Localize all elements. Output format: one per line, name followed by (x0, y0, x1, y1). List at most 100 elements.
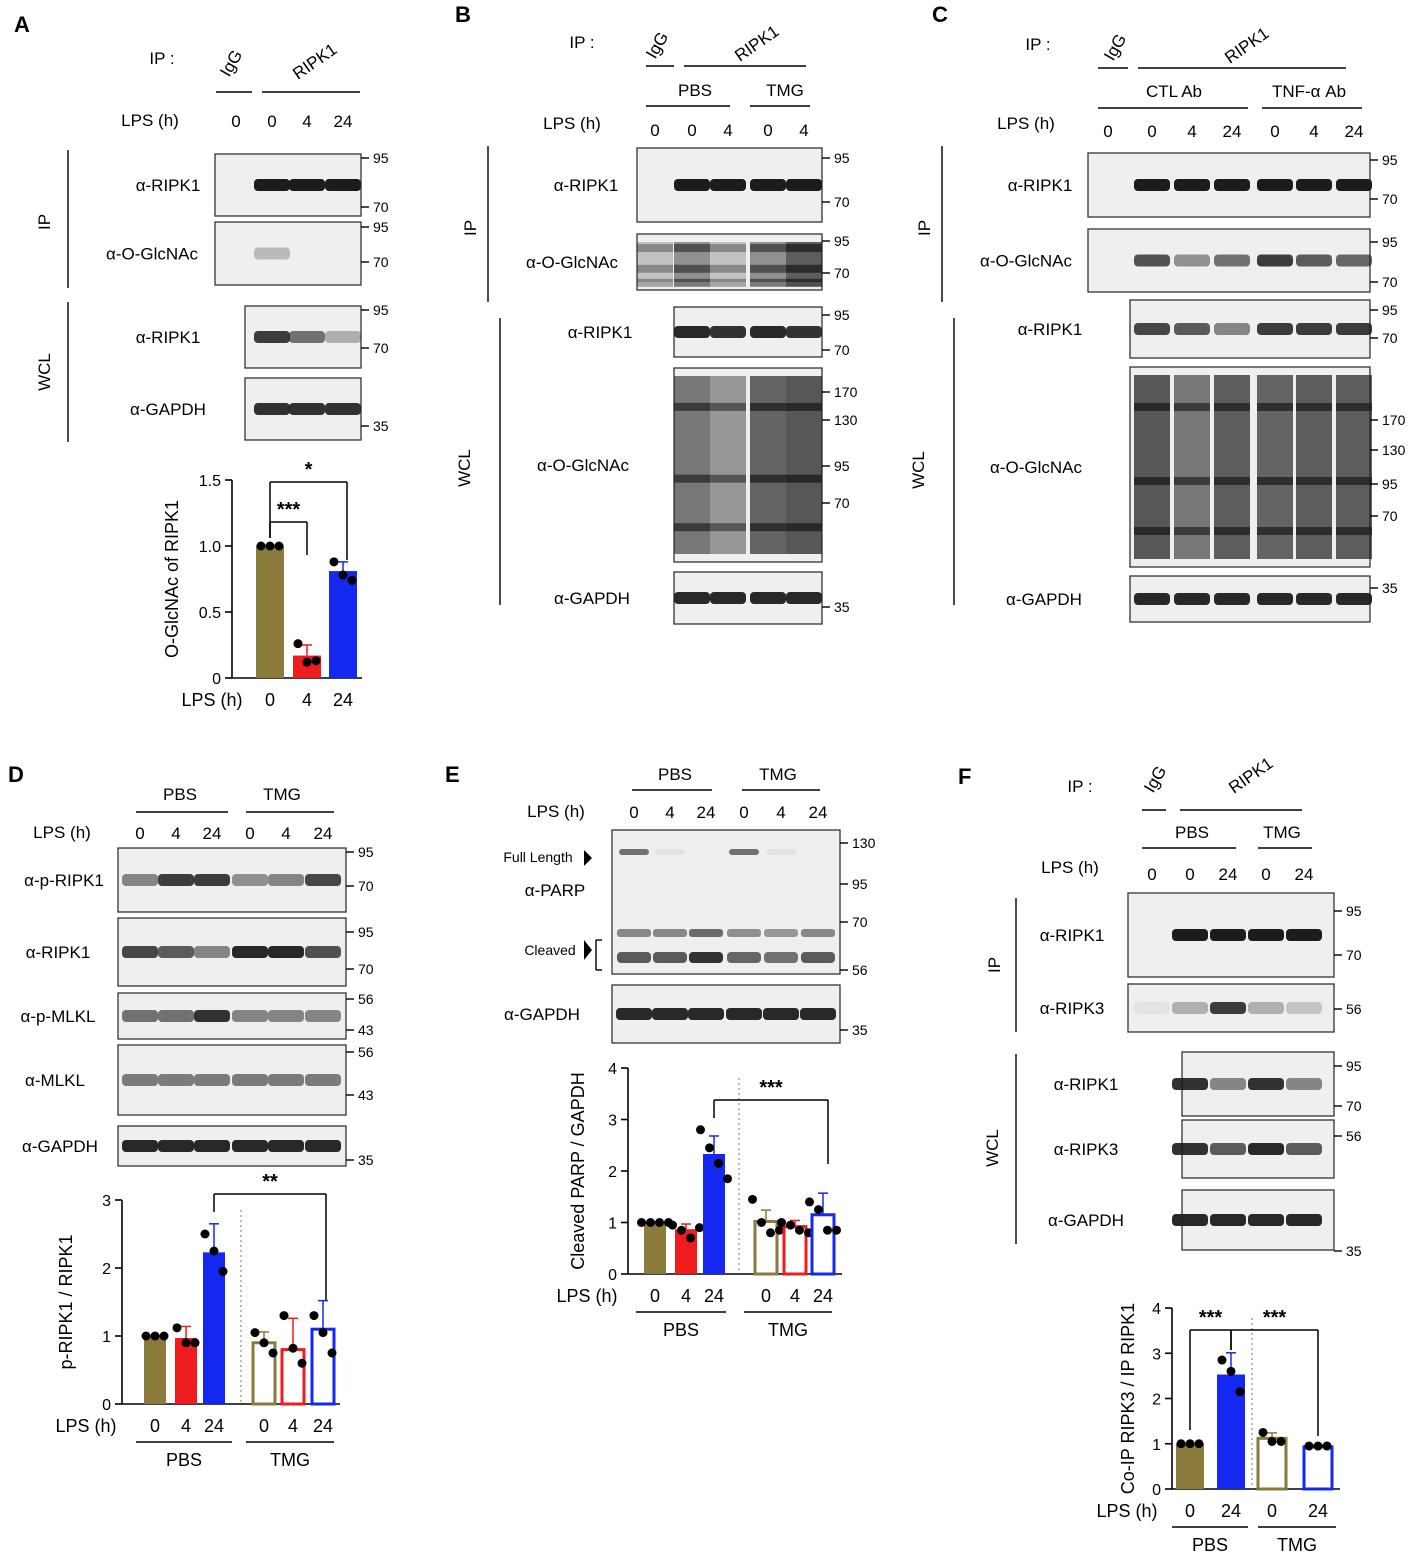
mw-marker: 95 (834, 150, 850, 166)
lane-label: 4 (171, 824, 180, 843)
blot-band (1134, 403, 1170, 411)
x-tick-label: 0 (265, 690, 275, 710)
mw-marker: 70 (358, 961, 374, 977)
blot-band (674, 592, 710, 604)
blot-band (1172, 1078, 1208, 1090)
sub-group-pbs: PBS (1175, 823, 1209, 842)
blot-band (710, 244, 746, 253)
x-tick-label: 24 (813, 1286, 833, 1306)
data-point (141, 1331, 151, 1341)
data-point (714, 1158, 723, 1168)
blot-band (305, 874, 341, 886)
y-tick-label: 2 (1152, 1392, 1161, 1409)
blot-band (1257, 527, 1293, 535)
blot-band (194, 1140, 230, 1152)
x-tick-label: 4 (681, 1286, 691, 1306)
x-tick-label: 24 (704, 1286, 724, 1306)
blot-band (617, 952, 651, 963)
blot-band (1257, 323, 1293, 335)
blot-band (289, 403, 325, 415)
data-point (832, 1225, 841, 1235)
blot-label: α-RIPK3 (1040, 999, 1105, 1018)
y-tick-label: 1.0 (199, 539, 221, 556)
lps-label: LPS (h) (997, 114, 1055, 133)
mw-marker: 70 (1382, 274, 1398, 290)
blot-band (1134, 323, 1170, 335)
blot-band (1174, 403, 1210, 411)
x-tick-label: 4 (302, 690, 312, 710)
data-point (637, 1218, 646, 1227)
blot-label: α-RIPK1 (26, 943, 91, 962)
mw-marker: 95 (1346, 903, 1362, 919)
x-tick-label: 24 (313, 1416, 333, 1436)
panel-label-F: F (958, 764, 971, 789)
sub-group-ctl: CTL Ab (1146, 82, 1202, 101)
y-tick-label: 3 (102, 1193, 111, 1210)
blot-label: α-RIPK1 (568, 323, 633, 342)
blot-band (1214, 527, 1250, 535)
blot-band (1210, 1002, 1246, 1014)
blot-band (786, 244, 822, 253)
data-point (823, 1225, 832, 1235)
significance-label: *** (1263, 1307, 1287, 1329)
blot-membrane (611, 829, 841, 975)
blot-band (1286, 1002, 1322, 1014)
data-point (150, 1331, 160, 1341)
blot-band (254, 179, 290, 191)
blot-band (1257, 593, 1293, 605)
y-axis-label: Co-IP RIPK3 / IP RIPK1 (1118, 1303, 1138, 1494)
data-point (1235, 1387, 1245, 1397)
y-tick-label: 4 (608, 1061, 617, 1078)
ip-group-igg: IgG (1100, 31, 1130, 64)
group-label: PBS (663, 1320, 699, 1340)
y-tick-label: 0 (212, 671, 221, 688)
blot-band (750, 474, 786, 483)
blot-band (1172, 1214, 1208, 1226)
y-tick-label: 1 (1152, 1437, 1161, 1454)
blot-band (786, 278, 822, 287)
blot-band (1257, 254, 1293, 267)
ip-label: IP : (149, 49, 174, 68)
side-label-wcl: WCL (909, 451, 928, 489)
blot-band (750, 523, 786, 532)
mw-marker: 70 (358, 878, 374, 894)
mw-marker: 70 (1346, 947, 1362, 963)
y-axis-label: O-GlcNAc of RIPK1 (162, 500, 182, 658)
data-point (696, 1125, 705, 1135)
data-point (297, 1358, 307, 1368)
blot-band (1134, 477, 1170, 485)
x-axis-label: LPS (h) (556, 1286, 617, 1306)
blot-band (710, 264, 746, 273)
marker-full-length: Full Length (503, 849, 572, 865)
blot-band (801, 929, 835, 937)
group-label: TMG (1277, 1535, 1317, 1555)
mw-marker: 35 (834, 599, 850, 615)
blot-band (1134, 179, 1170, 191)
blot-band (1296, 477, 1332, 485)
lane-label: 0 (739, 803, 748, 822)
blot-band (688, 1008, 724, 1020)
blot-label: α-RIPK1 (554, 176, 619, 195)
blot-band (1248, 1078, 1284, 1090)
mw-marker: 95 (373, 302, 389, 318)
bar (810, 1213, 836, 1276)
ip-group-igg: IgG (216, 47, 246, 80)
blot-label: α-MLKL (25, 1071, 85, 1090)
blot-band (194, 1074, 230, 1086)
y-axis-label: Cleaved PARP / GAPDH (568, 1072, 588, 1269)
bar (1176, 1443, 1204, 1489)
data-point (250, 1328, 260, 1338)
blot-band (1286, 1078, 1322, 1090)
lane-label: 24 (1223, 122, 1242, 141)
data-point (347, 575, 357, 585)
data-point (311, 656, 321, 666)
lane-label: 24 (1219, 865, 1238, 884)
mw-marker: 56 (1346, 1128, 1362, 1144)
side-label-wcl: WCL (455, 449, 474, 487)
blot-band (268, 874, 304, 886)
data-point (1176, 1439, 1186, 1449)
blot-band (674, 278, 710, 287)
ip-group-ripk1: RIPK1 (1221, 24, 1272, 68)
ip-group-ripk1: RIPK1 (289, 40, 340, 84)
